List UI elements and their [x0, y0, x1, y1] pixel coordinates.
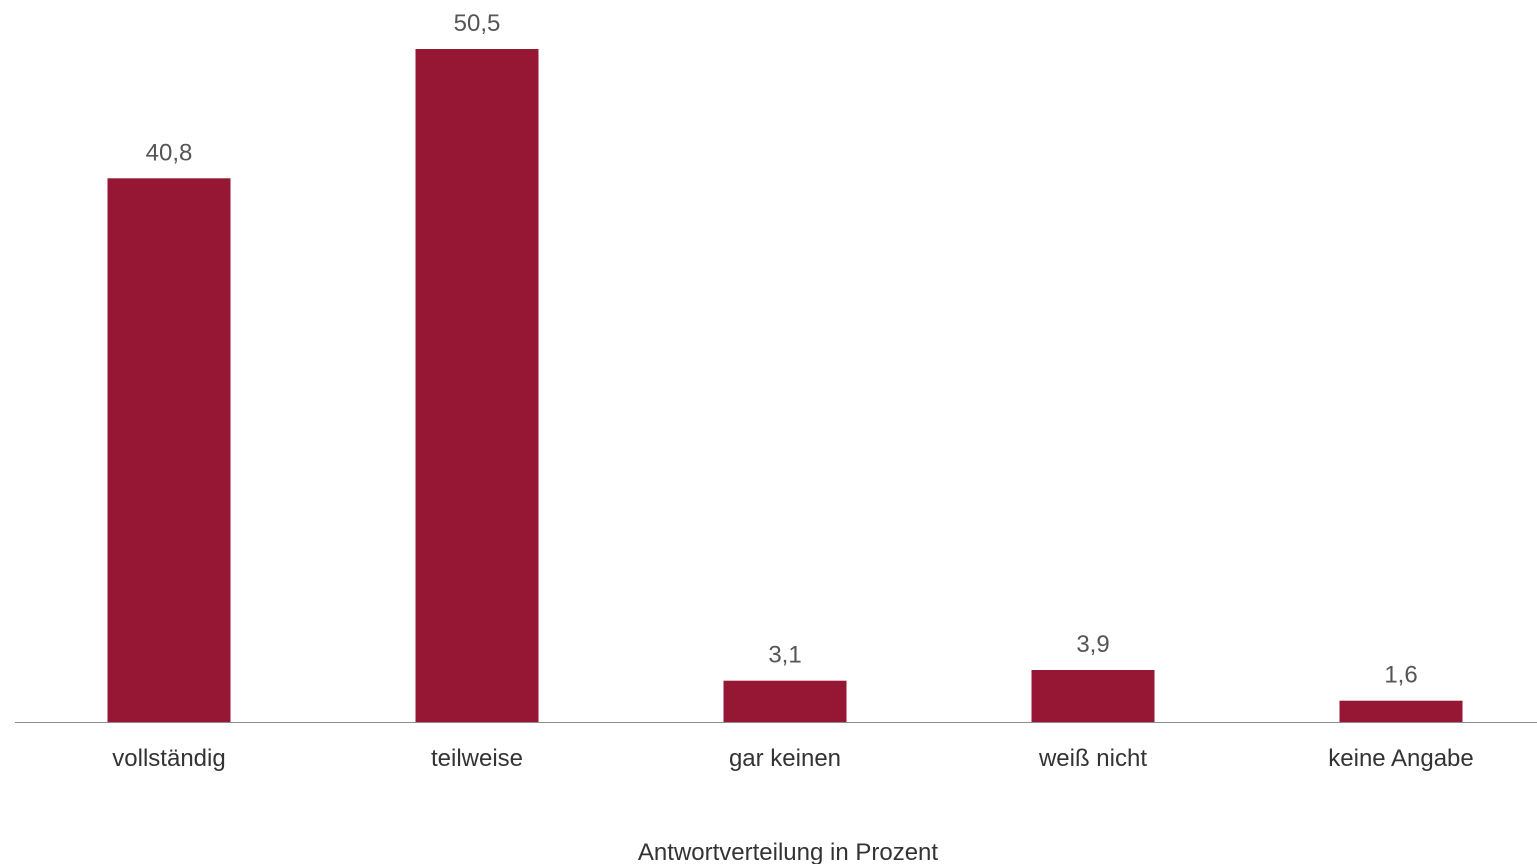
- category-label-1: teilweise: [431, 745, 523, 772]
- category-label-4: keine Angabe: [1328, 745, 1473, 772]
- bar-1: [415, 49, 539, 722]
- bars-group: [107, 49, 1463, 723]
- category-label-2: gar keinen: [729, 745, 841, 772]
- bar-0: [107, 178, 231, 723]
- category-label-0: vollständig: [112, 745, 225, 772]
- category-labels-group: vollständig teilweise gar keinen weiß nicht…: [112, 745, 1473, 772]
- category-label-3: weiß nicht: [1038, 745, 1147, 772]
- value-labels-group: 40,8 50,5 3,1 3,9 1,6: [146, 10, 1418, 689]
- value-label-3: 3,9: [1076, 631, 1109, 658]
- value-label-1: 50,5: [454, 10, 501, 37]
- bar-3: [1031, 670, 1155, 722]
- bar-2: [723, 680, 847, 722]
- value-label-4: 1,6: [1384, 662, 1417, 689]
- value-label-2: 3,1: [768, 642, 801, 669]
- value-label-0: 40,8: [146, 139, 193, 166]
- bar-4: [1339, 700, 1463, 722]
- x-axis-title: Antwortverteilung in Prozent: [638, 839, 938, 864]
